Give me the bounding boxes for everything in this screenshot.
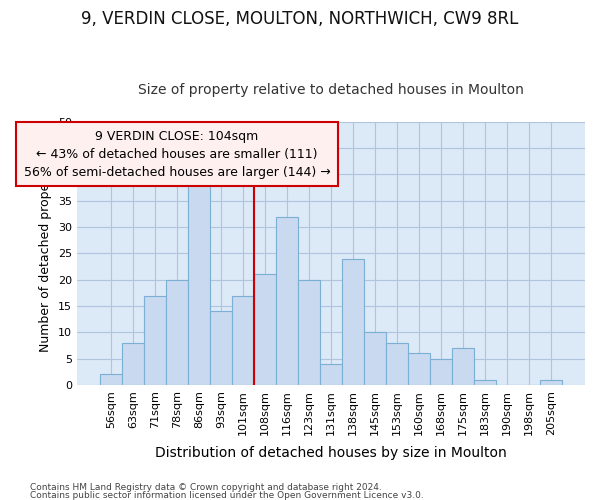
Bar [452, 348, 474, 385]
Bar [364, 332, 386, 385]
Bar [474, 380, 496, 385]
Text: 9, VERDIN CLOSE, MOULTON, NORTHWICH, CW9 8RL: 9, VERDIN CLOSE, MOULTON, NORTHWICH, CW9… [82, 10, 518, 28]
Bar [342, 258, 364, 385]
Bar [254, 274, 276, 385]
X-axis label: Distribution of detached houses by size in Moulton: Distribution of detached houses by size … [155, 446, 507, 460]
Bar [232, 296, 254, 385]
Bar [210, 312, 232, 385]
Text: Contains public sector information licensed under the Open Government Licence v3: Contains public sector information licen… [30, 491, 424, 500]
Bar [122, 343, 144, 385]
Bar [276, 216, 298, 385]
Bar [408, 354, 430, 385]
Bar [298, 280, 320, 385]
Bar [320, 364, 342, 385]
Bar [100, 374, 122, 385]
Bar [188, 169, 210, 385]
Title: Size of property relative to detached houses in Moulton: Size of property relative to detached ho… [138, 83, 524, 97]
Text: Contains HM Land Registry data © Crown copyright and database right 2024.: Contains HM Land Registry data © Crown c… [30, 484, 382, 492]
Bar [430, 358, 452, 385]
Bar [386, 343, 408, 385]
Y-axis label: Number of detached properties: Number of detached properties [39, 155, 52, 352]
Bar [144, 296, 166, 385]
Bar [166, 280, 188, 385]
Bar [540, 380, 562, 385]
Text: 9 VERDIN CLOSE: 104sqm
← 43% of detached houses are smaller (111)
56% of semi-de: 9 VERDIN CLOSE: 104sqm ← 43% of detached… [23, 130, 330, 178]
